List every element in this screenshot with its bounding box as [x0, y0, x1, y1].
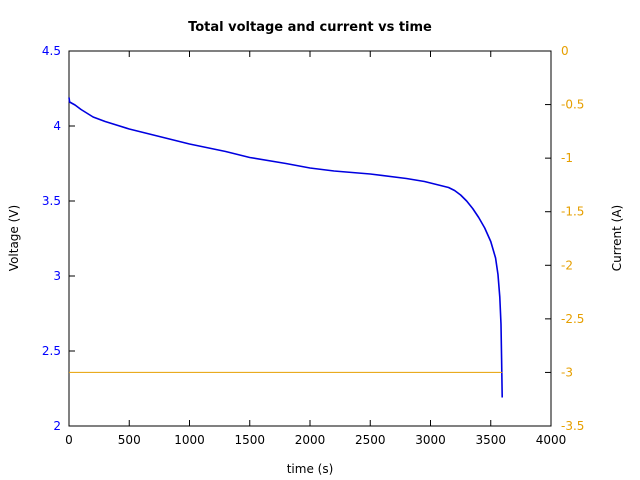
y-tick-label: 3 [53, 269, 61, 283]
x-tick-label: 4000 [536, 433, 567, 447]
y-tick-label: 4 [53, 119, 61, 133]
y-tick-label: 2 [53, 419, 61, 433]
y-axis-label: Voltage (V) [7, 205, 21, 271]
y2-tick-label: -0.5 [561, 98, 584, 112]
series-layer [68, 97, 503, 398]
x-tick-label: 0 [65, 433, 73, 447]
y-axis-left: 2 2.5 3 3.5 4 4.5 [42, 44, 75, 433]
x-tick-label: 1000 [174, 433, 205, 447]
plot-frame [68, 50, 552, 427]
chart-title: Total voltage and current vs time [188, 20, 432, 35]
x-axis: 0 500 1000 1500 2000 2500 3000 3500 4000 [65, 51, 566, 447]
x-tick-label: 1500 [234, 433, 265, 447]
x-tick-label: 2500 [355, 433, 386, 447]
y2-tick-label: 0 [561, 44, 569, 58]
x-tick-label: 3000 [415, 433, 446, 447]
y-tick-label: 2.5 [42, 344, 61, 358]
y-tick-label: 3.5 [42, 194, 61, 208]
x-tick-label: 3500 [475, 433, 506, 447]
x-tick-label: 500 [118, 433, 141, 447]
voltage-series-line [68, 97, 503, 398]
y2-tick-label: -1 [561, 151, 573, 165]
y2-tick-label: -1.5 [561, 205, 584, 219]
x-axis-label: time (s) [287, 462, 334, 476]
y2-tick-label: -3.5 [561, 419, 584, 433]
y-axis-right: -3.5 -3 -2.5 -2 -1.5 -1 -0.5 0 [545, 44, 584, 433]
x-tick-label: 2000 [295, 433, 326, 447]
y2-tick-label: -2 [561, 258, 573, 272]
y2-tick-label: -2.5 [561, 312, 584, 326]
y2-tick-label: -3 [561, 365, 573, 379]
y-tick-label: 4.5 [42, 44, 61, 58]
y2-axis-label: Current (A) [610, 205, 624, 271]
